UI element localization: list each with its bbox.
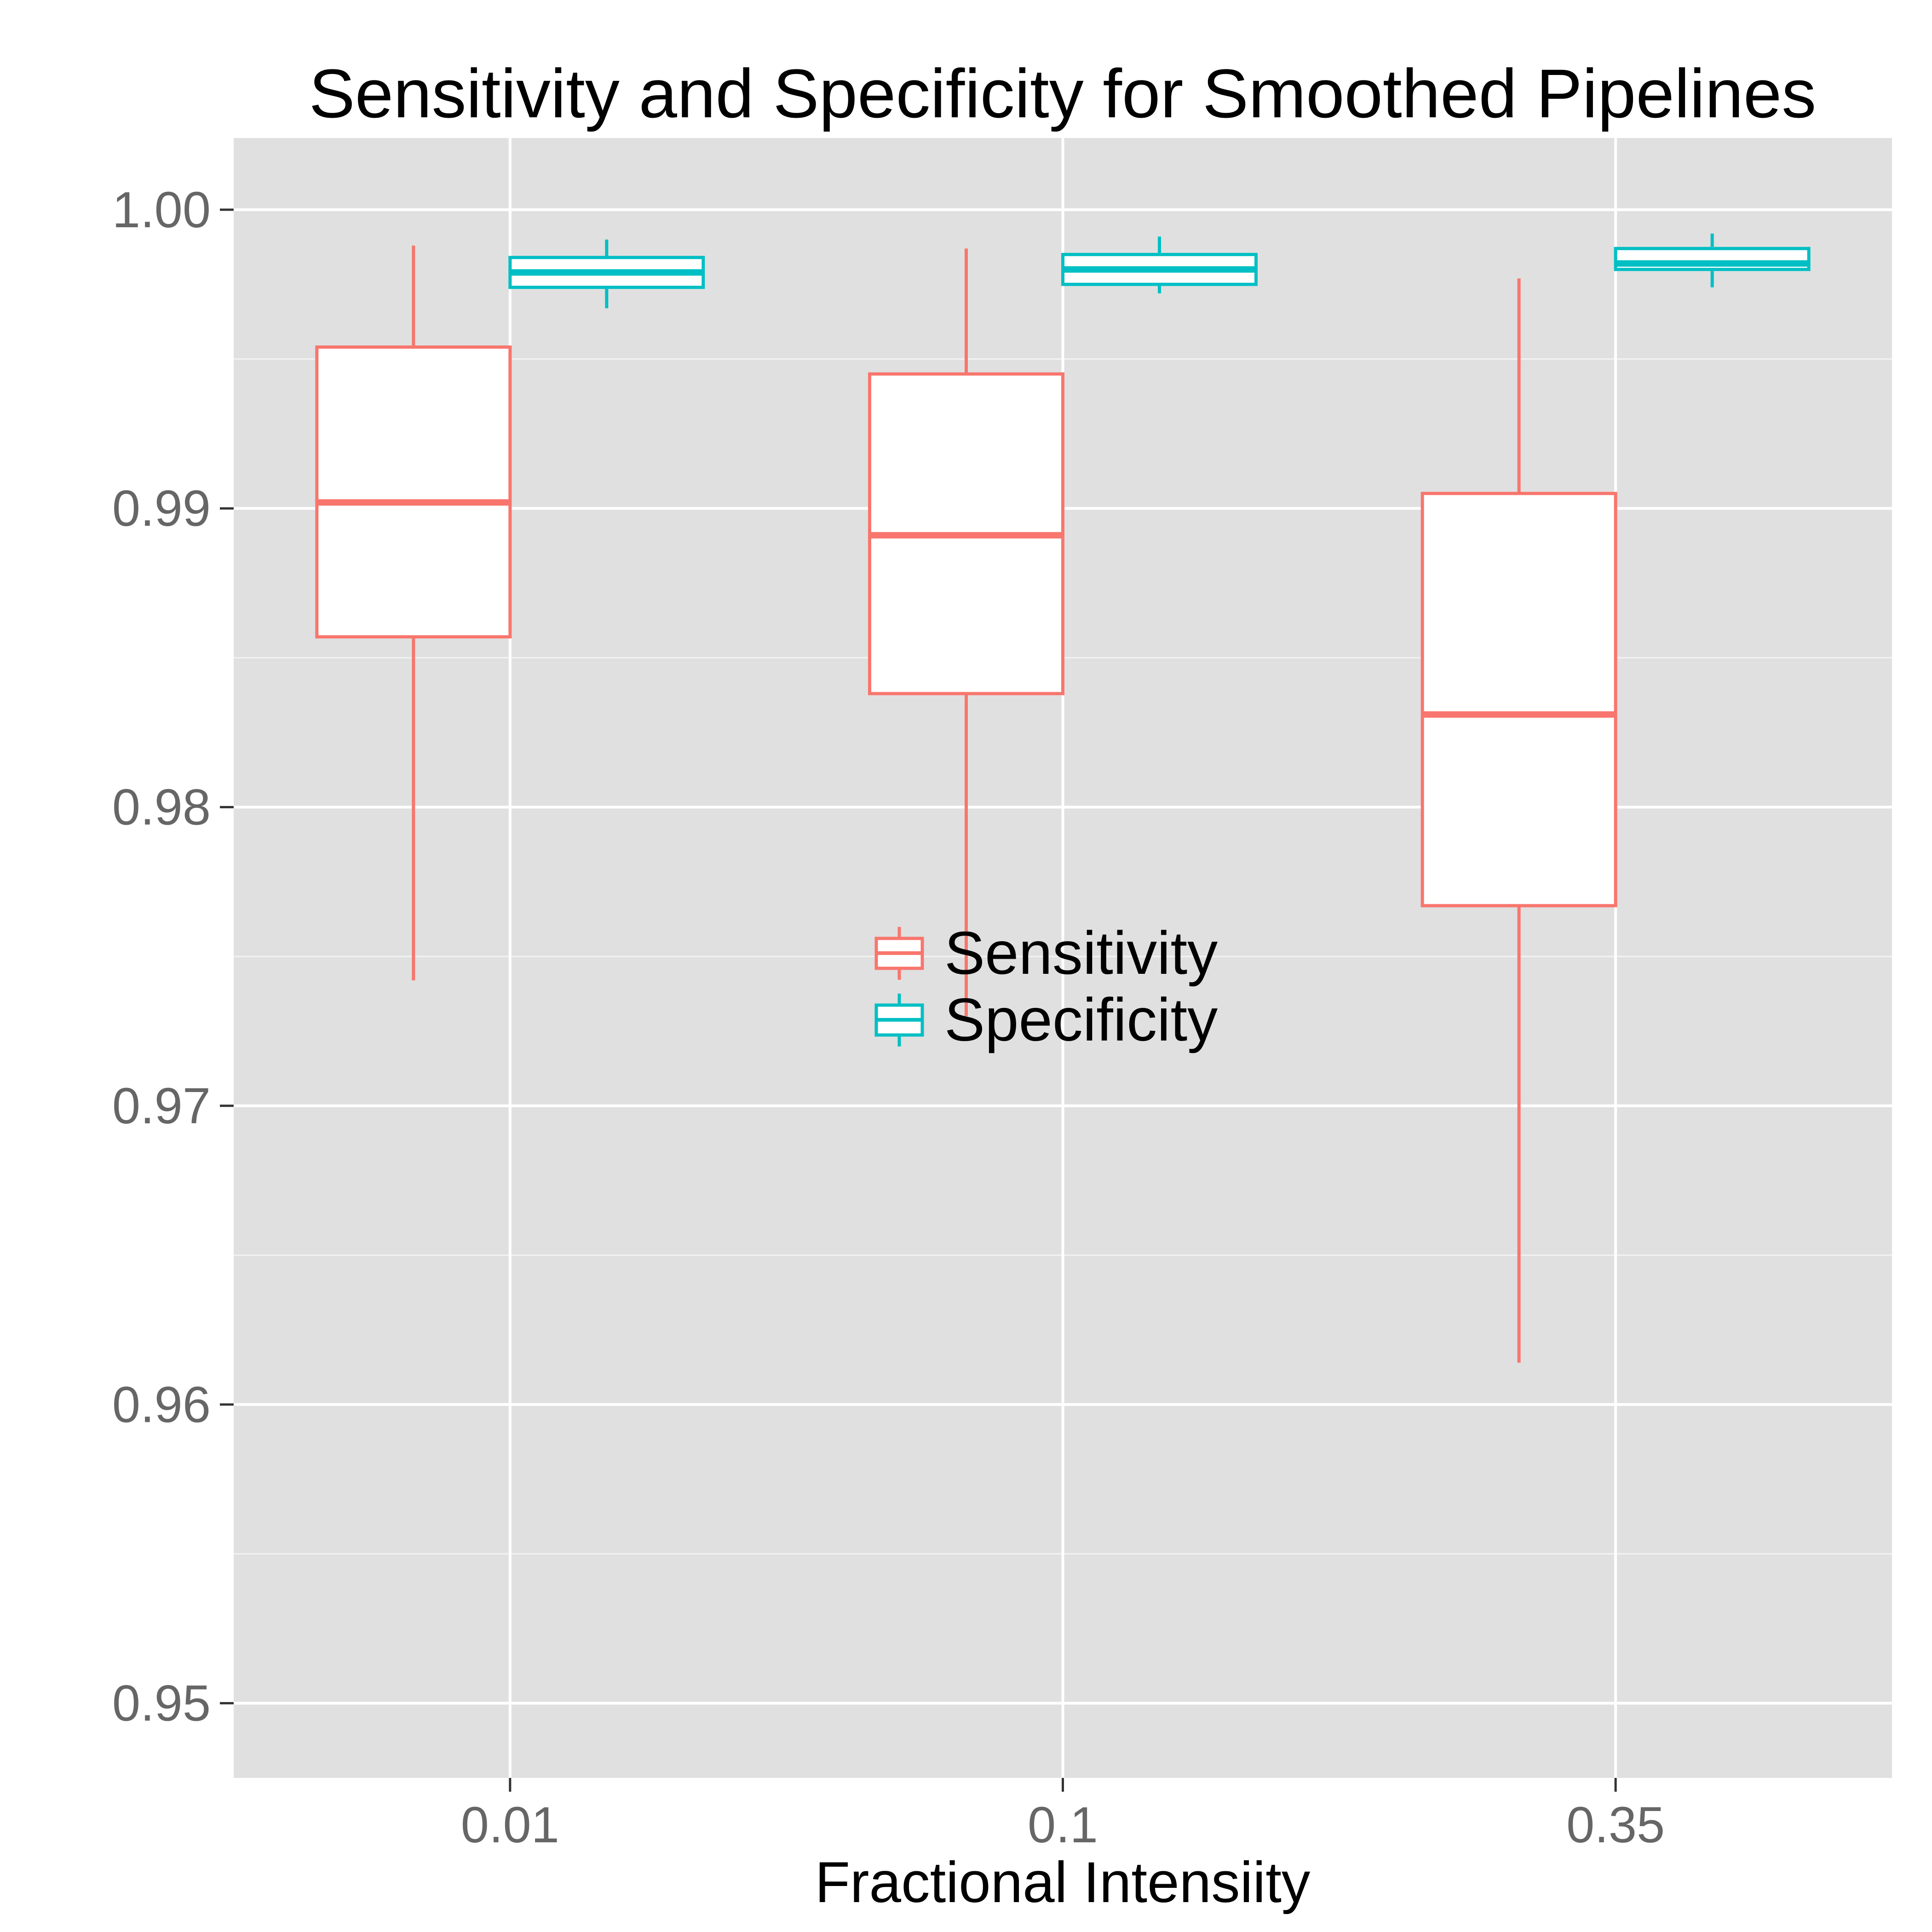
box-iqr — [315, 345, 512, 638]
y-tick-label: 1.00 — [112, 182, 211, 238]
x-tick-label: 0.1 — [1028, 1797, 1098, 1853]
y-tick-label: 0.96 — [112, 1376, 211, 1433]
x-axis-label: Fractional Intensiity — [815, 1851, 1311, 1915]
legend: Sensitivity Specificity — [874, 919, 1218, 1053]
y-axis: 0.95 0.96 0.97 0.98 0.99 1.00 — [112, 182, 234, 1732]
legend-label-specificity: Specificity — [944, 986, 1218, 1053]
x-axis: 0.01 0.1 0.35 — [461, 1778, 1665, 1853]
box-specificity — [1061, 236, 1258, 293]
chart-title: Sensitivity and Specificity for Smoothed… — [309, 55, 1817, 132]
y-tick-label: 0.97 — [112, 1078, 211, 1134]
box-sensitivity — [1420, 278, 1617, 1363]
legend-item-sensitivity: Sensitivity — [874, 919, 1218, 987]
legend-item-specificity: Specificity — [874, 986, 1218, 1053]
legend-label-sensitivity: Sensitivity — [944, 919, 1218, 987]
y-tick-label: 0.99 — [112, 480, 211, 537]
x-tick-label: 0.35 — [1566, 1797, 1665, 1853]
box-sensitivity — [868, 248, 1064, 1017]
box-series — [315, 233, 1811, 1363]
box-sensitivity — [315, 245, 512, 981]
x-tick-label: 0.01 — [461, 1797, 559, 1853]
y-tick-label: 0.98 — [112, 779, 211, 836]
box-specificity — [508, 239, 705, 309]
box-specificity — [1614, 233, 1811, 288]
box-iqr — [1420, 492, 1617, 908]
y-tick-label: 0.95 — [112, 1675, 211, 1732]
